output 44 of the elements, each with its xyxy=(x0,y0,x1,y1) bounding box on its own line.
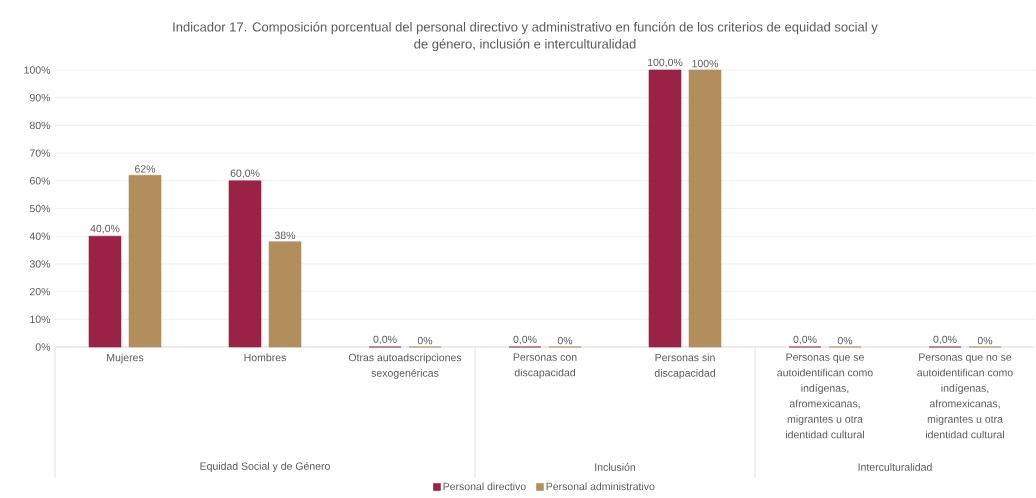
data-label: 38% xyxy=(274,231,296,240)
data-label: 40,0% xyxy=(90,224,120,234)
x-tick-label: Personas que no se autoidentifican como indígenas, afromexicanas, migrantes u otra identidad cultural xyxy=(917,353,1013,439)
data-label: 0% xyxy=(557,336,573,345)
text: Interculturalidad xyxy=(858,463,932,471)
y-tick-label: 40% xyxy=(29,232,51,240)
x-tick-label: Otras autoadscripciones sexogenéricas xyxy=(348,353,462,379)
x-tick-label: Hombres xyxy=(244,353,286,362)
x-tick-label: Personas que se autoidentifican como indígenas, afromexicanas, migrantes u otra identidad cultural xyxy=(777,353,873,439)
y-tick-label: 90% xyxy=(29,93,51,102)
bar xyxy=(128,174,162,348)
chart-title: Indicador 17. Composición porcentual del personal directivo y administrativo en función de los criterios de equidad social y de género, inclusión e interculturalidad xyxy=(173,21,878,52)
y-tick-label: 100% xyxy=(24,66,51,74)
data-label: 0% xyxy=(417,336,433,345)
y-tick-label: 50% xyxy=(29,204,51,213)
y-tick-label: 80% xyxy=(29,121,51,130)
y-tick-label: 30% xyxy=(29,260,51,268)
data-label: 100% xyxy=(692,59,719,68)
data-label: 0,0% xyxy=(373,335,397,345)
bar xyxy=(688,69,722,348)
x-tick-label: Personas sin discapacidad xyxy=(654,353,715,379)
bar xyxy=(268,241,302,348)
data-label: 0,0% xyxy=(933,335,957,345)
data-label: 0,0% xyxy=(513,335,537,345)
bar xyxy=(228,180,262,348)
y-tick-label: 70% xyxy=(30,149,51,157)
data-label: 100,0% xyxy=(648,58,683,68)
bar xyxy=(88,235,122,348)
x-tick-label: Mujeres xyxy=(107,353,144,364)
text: Inclusión xyxy=(595,463,636,471)
text: Equidad Social y de Género xyxy=(200,462,330,472)
legend-label: Personal administrativo xyxy=(546,482,655,491)
data-label: 0,0% xyxy=(793,335,817,345)
x-tick-label: Personas con discapacidad xyxy=(513,353,577,379)
data-label: 0% xyxy=(977,336,993,345)
data-label: 0% xyxy=(837,336,853,345)
legend-label: Personal directivo xyxy=(443,482,526,491)
data-label: 60,0% xyxy=(230,169,260,179)
y-tick-label: 10% xyxy=(30,315,51,324)
y-tick-label: 60% xyxy=(30,177,51,185)
bar xyxy=(648,69,682,348)
y-tick-label: 0% xyxy=(35,343,51,351)
y-tick-label: 20% xyxy=(30,287,51,296)
data-label: 62% xyxy=(135,165,156,173)
